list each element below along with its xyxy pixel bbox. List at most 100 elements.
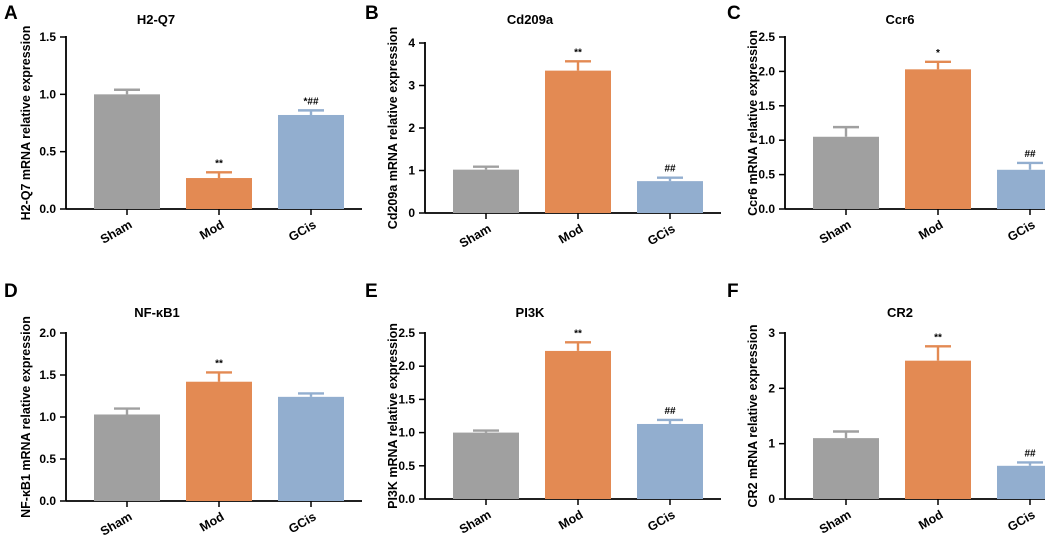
bar-mod bbox=[545, 350, 611, 499]
y-tick-label: 2.0 bbox=[398, 359, 415, 373]
x-tick-label: Sham bbox=[457, 507, 493, 536]
panel-a: A H2-Q7 H2-Q7 mRNA relative expression 0.0 0… bbox=[4, 3, 362, 247]
bar-gcis bbox=[637, 423, 703, 499]
error-bar bbox=[298, 392, 324, 397]
error-bar bbox=[473, 165, 499, 170]
y-tick-label: 0.5 bbox=[39, 452, 56, 466]
significance-label: * bbox=[936, 48, 940, 59]
y-tick-label: 3 bbox=[768, 326, 775, 340]
x-tick-label: GCis bbox=[645, 507, 677, 534]
y-axis-label: Cd209a mRNA relative expression bbox=[386, 27, 400, 229]
x-tick-label: Sham bbox=[457, 221, 493, 250]
y-tick-label: 1.5 bbox=[39, 368, 56, 382]
x-tick-label: Mod bbox=[197, 509, 226, 534]
bar-gcis bbox=[997, 465, 1045, 499]
bar-mod bbox=[905, 69, 971, 209]
error-bar bbox=[925, 60, 951, 70]
x-tick-label: GCis bbox=[1005, 217, 1037, 244]
error-bar bbox=[657, 418, 683, 424]
y-tick-label: 4 bbox=[408, 36, 415, 50]
panel-b: B Cd209a Cd209a mRNA relative expression 0 1… bbox=[365, 3, 721, 251]
chart-title: H2-Q7 bbox=[137, 12, 175, 27]
y-tick-label: 1.5 bbox=[39, 30, 56, 44]
panel-f: F CR2 CR2 mRNA relative expression 0 1 2 3 Sham… bbox=[727, 281, 1045, 537]
y-tick-label: 3 bbox=[408, 79, 415, 93]
error-bar bbox=[565, 341, 591, 351]
x-tick-label: Mod bbox=[197, 217, 226, 242]
significance-label: ## bbox=[1024, 448, 1036, 459]
y-tick-label: 1.0 bbox=[39, 87, 56, 101]
y-tick-label: 2.0 bbox=[758, 64, 775, 78]
bar-sham bbox=[453, 432, 519, 499]
x-tick-label: Sham bbox=[98, 217, 134, 246]
y-tick-label: 0.5 bbox=[398, 459, 415, 473]
x-tick-label: Sham bbox=[817, 217, 853, 246]
bar-gcis bbox=[278, 114, 344, 209]
x-tick-label: Mod bbox=[556, 221, 585, 246]
y-tick-label: 1 bbox=[408, 164, 415, 178]
x-tick-label: Mod bbox=[556, 507, 585, 532]
error-bar bbox=[114, 88, 140, 95]
bar-gcis bbox=[637, 181, 703, 213]
y-tick-label: 0.5 bbox=[758, 168, 775, 182]
error-bar bbox=[565, 60, 591, 71]
y-tick-label: 1 bbox=[768, 437, 775, 451]
error-bar bbox=[925, 345, 951, 361]
y-tick-label: 0.0 bbox=[39, 494, 56, 508]
bar-mod bbox=[545, 70, 611, 213]
x-tick-label: Mod bbox=[916, 217, 945, 242]
y-tick-label: 0.0 bbox=[758, 202, 775, 216]
significance-label: ## bbox=[664, 406, 676, 417]
significance-label: ** bbox=[934, 332, 942, 343]
x-tick-label: GCis bbox=[286, 217, 318, 244]
y-tick-label: 0.0 bbox=[39, 202, 56, 216]
y-tick-label: 2.0 bbox=[39, 326, 56, 340]
panel-letter: E bbox=[365, 281, 378, 302]
panel-d: D NF-κB1 NF-κB1 mRNA relative expression 0.… bbox=[4, 281, 362, 539]
panel-letter: C bbox=[727, 3, 741, 24]
error-bar bbox=[473, 429, 499, 433]
y-tick-label: 2 bbox=[768, 381, 775, 395]
x-tick-label: GCis bbox=[645, 221, 677, 248]
y-tick-label: 1.0 bbox=[39, 410, 56, 424]
significance-label: *## bbox=[303, 96, 318, 107]
chart-title: PI3K bbox=[516, 305, 546, 320]
y-axis-label: H2-Q7 mRNA relative expression bbox=[19, 26, 33, 221]
y-tick-label: 1.0 bbox=[758, 133, 775, 147]
x-tick-label: Mod bbox=[916, 507, 945, 532]
y-tick-label: 1.0 bbox=[398, 426, 415, 440]
y-tick-label: 0.5 bbox=[39, 145, 56, 159]
error-bar bbox=[833, 125, 859, 137]
x-tick-label: Sham bbox=[98, 509, 134, 538]
significance-label: ** bbox=[215, 158, 223, 169]
significance-label: ## bbox=[1024, 149, 1036, 160]
bar-sham bbox=[813, 136, 879, 209]
bar-gcis bbox=[278, 396, 344, 501]
y-tick-label: 1.5 bbox=[758, 99, 775, 113]
bar-gcis bbox=[997, 169, 1045, 209]
panel-letter: D bbox=[4, 281, 18, 302]
significance-label: ** bbox=[574, 47, 582, 58]
y-tick-label: 0 bbox=[408, 206, 415, 220]
bar-sham bbox=[813, 438, 879, 499]
y-axis-label: CR2 mRNA relative expression bbox=[746, 325, 760, 508]
y-tick-label: 1.5 bbox=[398, 392, 415, 406]
significance-label: ## bbox=[664, 164, 676, 175]
chart-title: NF-κB1 bbox=[134, 305, 180, 320]
error-bar bbox=[1017, 461, 1043, 466]
bar-sham bbox=[94, 94, 160, 209]
significance-label: ** bbox=[215, 358, 223, 369]
x-tick-label: GCis bbox=[286, 509, 318, 536]
panel-letter: F bbox=[727, 281, 739, 302]
panel-letter: A bbox=[4, 3, 18, 24]
y-tick-label: 0.0 bbox=[398, 492, 415, 506]
y-tick-label: 2.5 bbox=[398, 326, 415, 340]
y-tick-label: 2 bbox=[408, 121, 415, 135]
bar-mod bbox=[186, 381, 252, 501]
chart-title: CR2 bbox=[887, 305, 913, 320]
bar-sham bbox=[453, 169, 519, 213]
bar-mod bbox=[186, 178, 252, 209]
error-bar bbox=[1017, 161, 1043, 170]
